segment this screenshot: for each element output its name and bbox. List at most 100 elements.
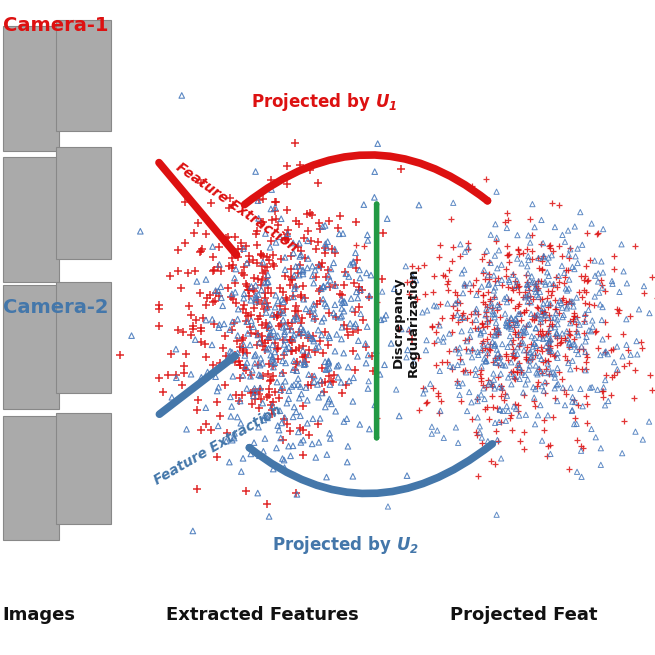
Point <box>513 400 523 410</box>
Point <box>297 266 308 276</box>
Point <box>502 401 512 411</box>
Point <box>452 375 462 386</box>
Point <box>266 204 276 214</box>
Point <box>252 296 262 307</box>
Point <box>369 166 380 177</box>
Point <box>485 229 496 240</box>
Point <box>502 208 512 218</box>
Point <box>600 375 610 385</box>
Point <box>507 282 517 293</box>
Point <box>328 377 338 387</box>
Point <box>461 345 472 355</box>
Point <box>495 405 505 415</box>
FancyArrowPatch shape <box>244 155 487 204</box>
Point <box>309 377 320 387</box>
Point <box>471 290 481 300</box>
Point <box>457 378 468 388</box>
Point <box>570 339 580 350</box>
Point <box>254 451 265 461</box>
Point <box>546 334 556 345</box>
Point <box>242 257 252 268</box>
Point <box>567 396 578 407</box>
Point <box>248 303 259 313</box>
Point <box>537 436 548 446</box>
Point <box>523 374 533 384</box>
Point <box>309 371 320 381</box>
Point <box>538 307 548 318</box>
Point <box>257 398 268 408</box>
Point <box>513 329 523 340</box>
Point <box>484 269 495 279</box>
Point <box>246 281 257 291</box>
Point <box>192 405 202 415</box>
Point <box>491 426 501 437</box>
Point <box>242 328 253 339</box>
Point <box>511 282 521 292</box>
Point <box>352 293 363 303</box>
Point <box>298 328 309 338</box>
Point <box>514 374 525 384</box>
Point <box>205 290 215 301</box>
Point <box>461 367 472 377</box>
Point <box>552 328 562 338</box>
Point <box>553 277 564 288</box>
Point <box>544 346 555 356</box>
Point <box>366 351 377 362</box>
Point <box>243 310 253 321</box>
Point <box>504 413 515 423</box>
Point <box>484 293 495 304</box>
Point <box>343 271 354 282</box>
Point <box>226 292 236 303</box>
Point <box>174 245 184 255</box>
Point <box>578 284 589 295</box>
Point <box>298 280 309 291</box>
Text: Extracted Features: Extracted Features <box>166 606 358 624</box>
Point <box>542 293 552 303</box>
Point <box>258 217 269 227</box>
Point <box>493 360 503 370</box>
Point <box>533 410 543 421</box>
Point <box>278 297 289 307</box>
Point <box>533 253 544 263</box>
Point <box>193 395 204 405</box>
Point <box>531 323 541 333</box>
Point <box>286 325 297 335</box>
Point <box>534 364 544 374</box>
Point <box>321 364 331 375</box>
Point <box>514 287 524 297</box>
Point <box>476 373 486 383</box>
Point <box>230 232 240 242</box>
Point <box>525 275 535 286</box>
Point <box>566 296 576 307</box>
Point <box>363 383 373 394</box>
Point <box>286 263 297 274</box>
Point <box>249 272 259 283</box>
Point <box>343 441 353 451</box>
Point <box>293 242 303 252</box>
Point <box>263 331 274 342</box>
Point <box>502 297 512 307</box>
Point <box>300 253 310 263</box>
Point <box>250 394 260 404</box>
Point <box>349 278 360 288</box>
Point <box>496 381 506 392</box>
Point <box>252 488 263 498</box>
Point <box>406 261 417 272</box>
Point <box>242 316 252 327</box>
Point <box>535 342 546 352</box>
Point <box>593 343 603 353</box>
Point <box>562 286 572 296</box>
Point <box>586 218 597 229</box>
Point <box>290 359 301 369</box>
Point <box>362 268 372 278</box>
Point <box>289 379 299 390</box>
Point <box>512 316 523 327</box>
Point <box>450 298 460 309</box>
Point <box>293 373 303 384</box>
Point <box>266 174 276 185</box>
Point <box>307 261 318 271</box>
Point <box>557 251 568 261</box>
Point <box>389 284 400 294</box>
Point <box>524 319 534 329</box>
Point <box>614 305 624 316</box>
